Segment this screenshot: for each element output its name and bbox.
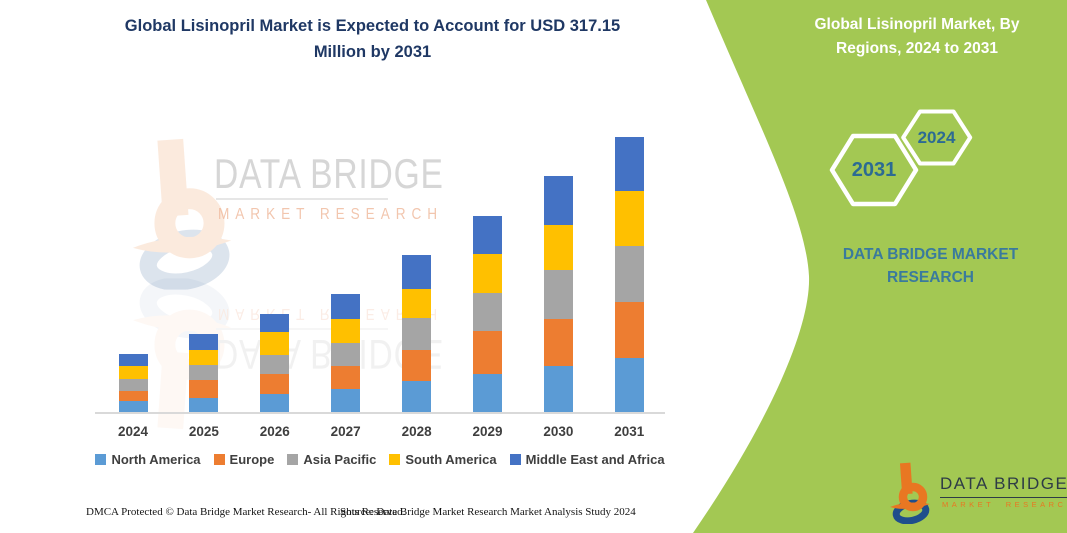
footer-source-text: Source: Data Bridge Market Research Mark… [340,506,636,518]
bar-segment-south-america [189,349,219,365]
bar-2030 [543,175,573,413]
bar-segment-south-america [614,191,644,247]
bar-segment-north-america [473,374,502,413]
legend-item-south-america: South America [389,452,497,467]
bar-segment-asia-pacific [543,270,573,319]
bar-segment-middle-east-and-africa [331,294,361,320]
bar-2025 [189,334,219,413]
bar-segment-europe [118,390,148,402]
bar-segment-north-america [331,389,361,413]
bar-segment-middle-east-and-africa [118,353,148,367]
bar-segment-north-america [614,358,644,413]
bar-segment-europe [402,349,432,382]
bar-segment-asia-pacific [331,343,361,367]
bar-segment-europe [473,330,502,374]
bar-segment-north-america [260,394,290,413]
x-axis-line [95,412,665,414]
hexagon-year-2031: 2031 [851,159,897,181]
bar-segment-europe [331,366,361,389]
bar-segment-north-america [543,366,573,413]
bar-2028 [402,254,432,413]
x-axis-label: 2027 [330,424,361,439]
x-axis-label: 2026 [259,424,290,439]
bar-segment-middle-east-and-africa [614,137,644,192]
bar-segment-middle-east-and-africa [189,334,219,350]
x-axis-label: 2024 [117,424,149,439]
footer-logo-title: DATA BRIDGE [940,474,1067,498]
page-title: Global Lisinopril Market is Expected to … [124,17,621,61]
bar-segment-asia-pacific [118,378,148,391]
legend-label: South America [405,452,497,467]
hexagons-graphic [829,109,973,207]
bar-plot [118,137,644,413]
legend-item-europe: Europe [213,452,275,467]
bar-chart: 2024 2025 2026 2027 2028 2029 2030 2031 North A… [85,137,675,467]
bar-2027 [331,294,361,413]
bar-segment-north-america [118,401,148,413]
x-axis-label: 2029 [472,424,503,439]
bar-2026 [260,314,290,413]
right-panel-title: Global Lisinopril Market, By Regions, 20… [814,16,1020,57]
bar-segment-europe [614,302,644,358]
hexagon-2024 [901,109,973,166]
bar-segment-asia-pacific [614,246,644,303]
bar-segment-middle-east-and-africa [260,314,290,333]
bar-segment-south-america [402,288,432,318]
legend-swatch-europe [213,454,225,465]
bar-segment-south-america [118,366,148,379]
legend-label: Asia Pacific [303,452,377,467]
legend-swatch-asia-pacific [287,454,299,465]
bar-2024 [118,353,148,413]
data-bridge-logo-icon [888,460,936,524]
legend-label: Middle East and Africa [525,452,665,467]
hexagon-year-2024: 2024 [917,128,956,147]
x-axis-label: 2025 [188,424,219,439]
bar-segment-asia-pacific [260,354,290,374]
x-axis-label: 2031 [614,424,645,439]
bar-segment-north-america [189,398,219,413]
footer-logo: DATA BRIDGE MARKET RESEARCH [888,458,1067,526]
legend-label: Europe [229,452,275,467]
bar-2029 [473,215,502,413]
bar-segment-south-america [473,254,502,294]
legend: North America Europe Asia Pacific South Ame… [85,452,675,467]
bar-segment-europe [189,379,219,398]
bar-segment-south-america [260,332,290,355]
bar-segment-north-america [402,381,432,413]
bar-segment-asia-pacific [473,293,502,331]
bar-segment-asia-pacific [189,364,219,380]
bar-segment-middle-east-and-africa [543,175,573,225]
bar-segment-middle-east-and-africa [473,215,502,255]
legend-swatch-south-america [389,454,401,465]
hexagon-2031 [829,133,919,207]
bar-segment-south-america [331,319,361,344]
footer-logo-subtitle: MARKET RESEARCH [942,500,1067,509]
dbmr-wordmark: DATA BRIDGE MARKET RESEARCH [842,246,1019,286]
bar-2031 [614,137,644,413]
bar-segment-middle-east-and-africa [402,254,432,289]
legend-item-middle-east-and-africa: Middle East and Africa [509,452,665,467]
footer-dmca-text: DMCA Protected © Data Bridge Market Rese… [86,506,406,518]
bar-segment-asia-pacific [402,317,432,350]
bar-segment-europe [543,318,573,367]
x-axis-label: 2028 [401,424,432,439]
legend-item-asia-pacific: Asia Pacific [287,452,376,467]
bar-segment-south-america [543,224,573,271]
legend-label: North America [111,452,201,467]
legend-swatch-north-america [95,454,107,465]
bar-segment-europe [260,374,290,394]
legend-item-north-america: North America [95,452,201,467]
legend-swatch-middle-east-and-africa [509,454,521,465]
x-axis-label: 2030 [543,424,574,439]
